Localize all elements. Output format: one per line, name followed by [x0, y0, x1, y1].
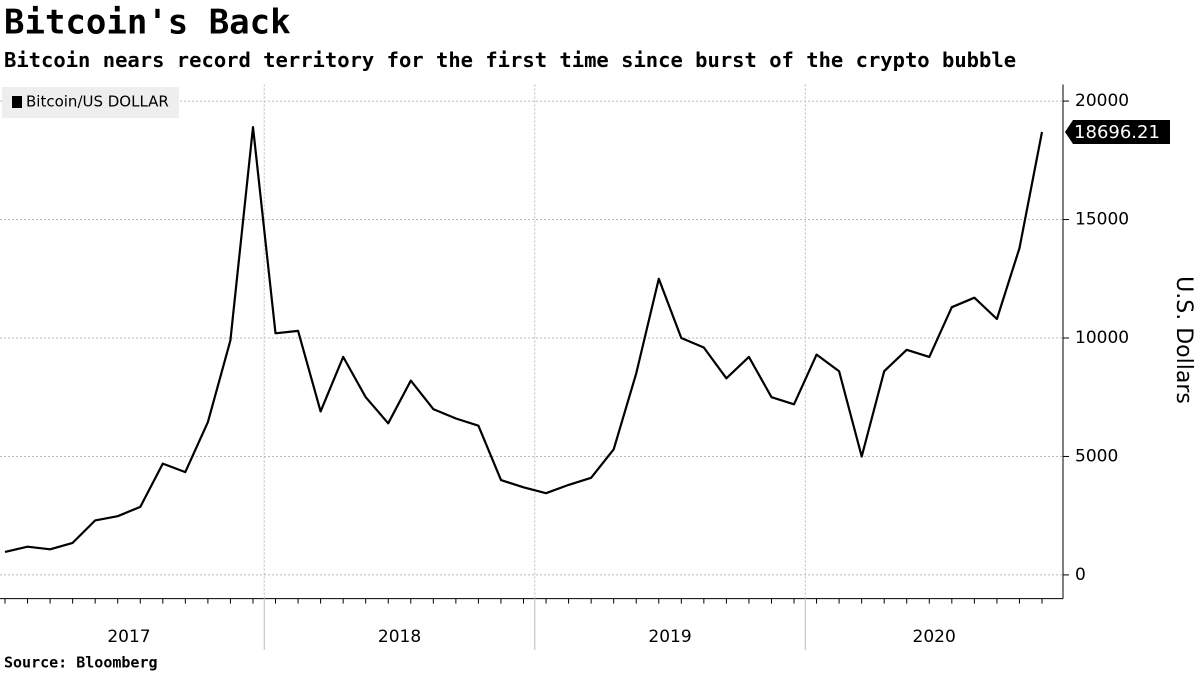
legend-box [2, 87, 179, 118]
x-tick-label: 2020 [913, 627, 956, 647]
y-tick-label: 20000 [1075, 91, 1129, 111]
last-value-label: 18696.21 [1074, 122, 1160, 143]
y-axis-label: U.S. Dollars [1171, 276, 1196, 404]
y-tick-label: 0 [1075, 565, 1086, 585]
x-tick-label: 2019 [648, 627, 691, 647]
x-tick-label: 2018 [378, 627, 421, 647]
legend-swatch [12, 96, 22, 108]
legend: Bitcoin/US DOLLAR [2, 87, 179, 118]
last-value-tag [1065, 119, 1170, 144]
chart-subtitle: Bitcoin nears record territory for the f… [4, 48, 1016, 72]
line [4, 126, 1044, 553]
y-tick-label: 10000 [1075, 328, 1129, 348]
chart-title: Bitcoin's Back [4, 3, 291, 43]
y-tick-label: 5000 [1075, 446, 1118, 466]
source: Source: Bloomberg [4, 654, 158, 672]
x-tick-label: 2017 [107, 627, 150, 647]
legend-label: Bitcoin/US DOLLAR [26, 93, 169, 111]
y-tick-label: 15000 [1075, 210, 1129, 230]
